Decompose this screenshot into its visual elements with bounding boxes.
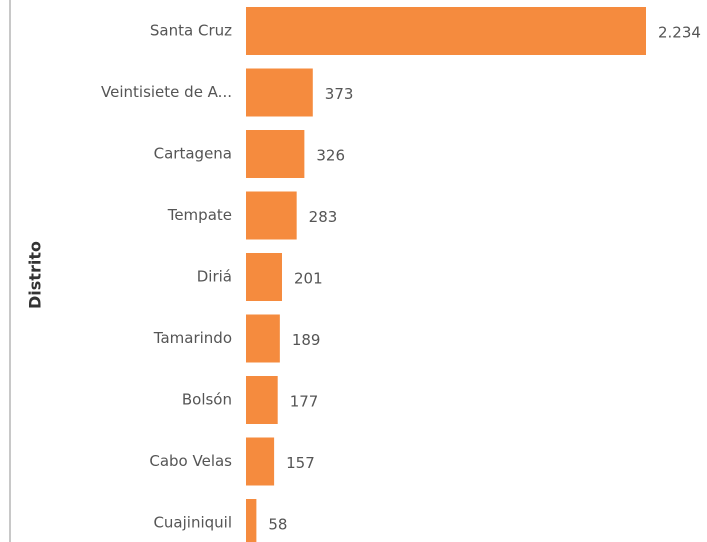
bar [246, 7, 646, 55]
bar [246, 191, 297, 240]
value-label: 157 [286, 454, 315, 472]
category-label: Cabo Velas [149, 452, 232, 470]
category-label: Santa Cruz [150, 22, 232, 40]
category-label: Bolsón [182, 391, 232, 409]
category-label: Veintisiete de A... [101, 83, 232, 101]
bar [246, 253, 282, 301]
bar [246, 499, 257, 542]
bar [246, 376, 278, 424]
bar [246, 68, 313, 117]
bar [246, 437, 275, 486]
category-label: Cuajiniquil [153, 514, 232, 532]
value-label: 201 [294, 270, 323, 288]
category-label: Diriá [197, 268, 232, 286]
bar [246, 130, 305, 178]
value-label: 58 [268, 516, 287, 534]
value-label: 283 [309, 208, 338, 226]
y-axis-title: Distrito [26, 241, 45, 309]
category-label: Cartagena [154, 145, 232, 163]
value-label: 373 [325, 85, 354, 103]
value-label: 326 [316, 147, 345, 165]
value-label: 2.234 [658, 24, 701, 42]
category-label: Tamarindo [153, 329, 232, 347]
bar [246, 314, 280, 363]
category-label: Tempate [167, 206, 232, 224]
value-label: 177 [290, 393, 319, 411]
value-label: 189 [292, 331, 321, 349]
